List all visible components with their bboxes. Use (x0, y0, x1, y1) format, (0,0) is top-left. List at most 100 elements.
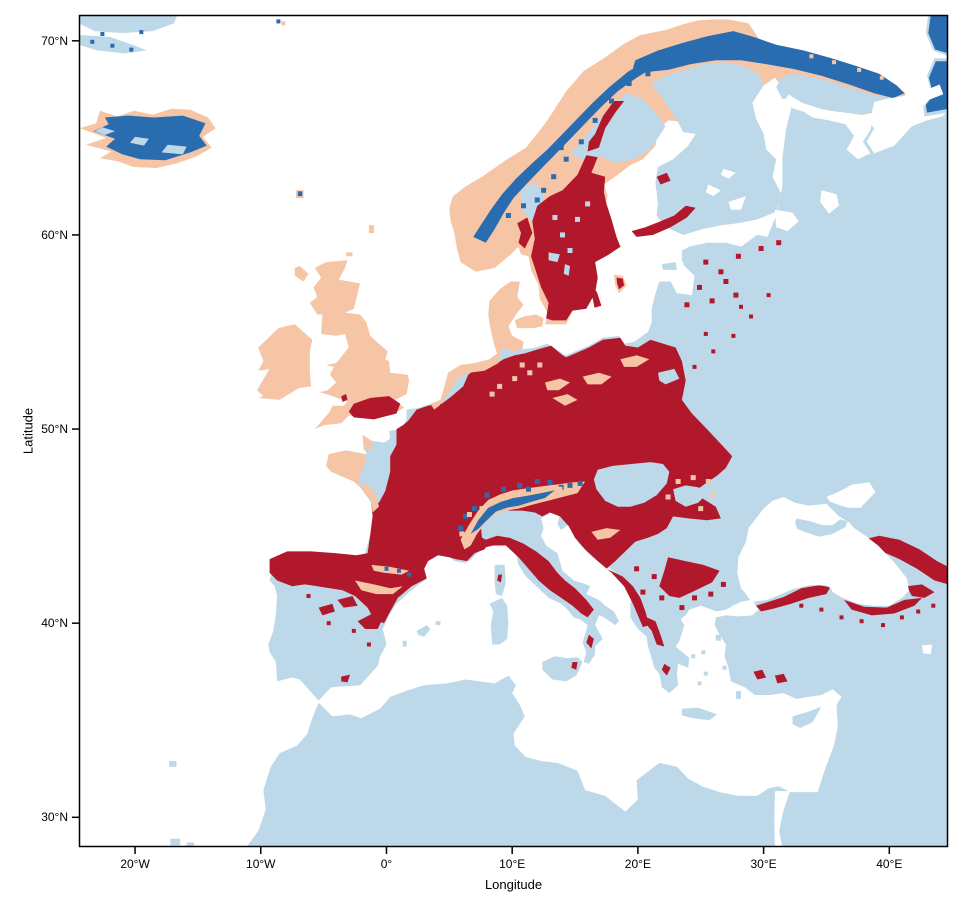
hungary-lightblue (593, 462, 670, 507)
alps-salmon-specks (572, 484, 578, 490)
vendee-salmon (360, 483, 379, 513)
baltic-red-specks (703, 259, 709, 265)
nl-de-dk-salmon (430, 281, 524, 410)
brittany-salmon (326, 450, 366, 488)
greenland-blue-specks (100, 32, 105, 36)
x-tick-label: 10°W (246, 857, 276, 871)
alps-salmon-specks (507, 492, 513, 498)
kola-salmon-specks (809, 54, 814, 59)
carpathian-salmon-specks (690, 475, 696, 481)
carpathian-salmon-specks (698, 506, 704, 512)
transylvania-lightblue (673, 485, 706, 507)
alps-blue-specks (500, 486, 506, 492)
alps-salmon-specks (479, 506, 485, 512)
orkney-salmon (346, 252, 353, 257)
far-north-blue (632, 31, 905, 99)
cyprus (792, 706, 822, 728)
finnish-lake-3 (720, 168, 736, 179)
alps-blue-specks (472, 506, 477, 512)
hebrides-salmon (294, 266, 309, 282)
aegean-island-specks (691, 654, 696, 659)
anatolia-red-specks (839, 615, 844, 620)
iceland-glacier-mid (130, 136, 149, 146)
baltic-red-specks (776, 240, 782, 246)
vaasa-red (656, 172, 671, 185)
scandes-blue-specks (505, 213, 511, 218)
iberia-red-2 (337, 596, 358, 608)
sweden-lightblue-specks (552, 215, 558, 220)
crete (681, 707, 718, 721)
kola-salmon-specks (832, 60, 836, 65)
iceland-glacier-east (161, 144, 187, 155)
poland-salmon-1 (582, 372, 612, 385)
scandes-blue-specks (609, 98, 614, 104)
alps-blue-specks (567, 482, 573, 488)
white-sea (783, 94, 875, 160)
etna-red (571, 662, 578, 670)
taurus-red-1 (753, 669, 767, 680)
jan-mayen-blue (276, 19, 281, 24)
balkan-red-specks (679, 605, 685, 611)
belarus-red-specks (731, 333, 736, 338)
alps-salmon-specks (557, 486, 563, 492)
kola-salmon-specks (857, 67, 862, 72)
pindus-red (645, 617, 665, 647)
germany-salmon-specks (497, 383, 503, 389)
lake-van (922, 644, 932, 655)
anatolia-red-specks (899, 615, 904, 620)
greenland-blue-specks (90, 39, 95, 44)
scandes-blue-specks (626, 81, 632, 86)
nile-river (774, 791, 790, 847)
alps-blue-specks (458, 525, 464, 531)
baltic-red-specks (758, 246, 764, 251)
sea-of-azov (826, 482, 876, 508)
main-red-blob (269, 337, 733, 628)
aegean-island-specks (701, 650, 706, 655)
greenland-upper (79, 15, 178, 34)
baltic-red-specks (684, 302, 690, 308)
bothnia-red-strip (587, 101, 625, 152)
aegean-island-specks (697, 681, 702, 686)
balkan-red-specks (651, 574, 657, 580)
wales-red-speck (341, 394, 348, 402)
shetland-salmon (368, 225, 374, 233)
y-tick-label: 50°N (41, 422, 68, 437)
scandes-blue (473, 50, 676, 243)
belarus-red-specks (739, 304, 743, 309)
great-britain (309, 260, 410, 430)
oslo-red (517, 217, 533, 249)
sweden-lightblue-specks (585, 201, 591, 207)
germany-salmon-specks (512, 376, 518, 382)
x-tick-label: 20°E (624, 857, 651, 871)
germany-salmon-specks (489, 391, 495, 397)
pyrenees-blue-specks (397, 568, 401, 573)
iberia-red-1 (357, 613, 382, 629)
baltic-red-specks (733, 292, 739, 298)
menorca (435, 621, 441, 626)
lake-ladoga (774, 209, 799, 232)
sweden-lightblue-specks (560, 232, 565, 238)
faroe-blue (297, 191, 303, 197)
oland-red (592, 287, 602, 308)
poland-lightblue (658, 368, 680, 385)
germany-salmon-specks (537, 362, 543, 368)
anatolia-red-specks (819, 607, 824, 612)
finnish-lake-1 (728, 196, 746, 210)
belarus-red-specks (692, 364, 697, 369)
iberia-red-specks (326, 621, 331, 626)
greenland-blue-specks (110, 43, 115, 48)
sea-of-marmara (724, 603, 755, 617)
alps-blue-specks (517, 482, 523, 488)
anatolia-red-specks (916, 609, 921, 614)
madeira (169, 761, 177, 767)
lusatia-salmon (552, 394, 578, 406)
y-tick-label: 60°N (41, 227, 68, 242)
saaremaa (661, 262, 677, 270)
ebro-salmon (355, 580, 403, 595)
anatolia-red-specks (931, 603, 936, 608)
balkan-red-specks (692, 595, 697, 601)
germany-salmon-specks (519, 362, 525, 368)
carpathian-salmon-specks (675, 479, 681, 484)
alps-salmon (460, 481, 586, 550)
x-tick-label: 10°E (499, 857, 526, 871)
